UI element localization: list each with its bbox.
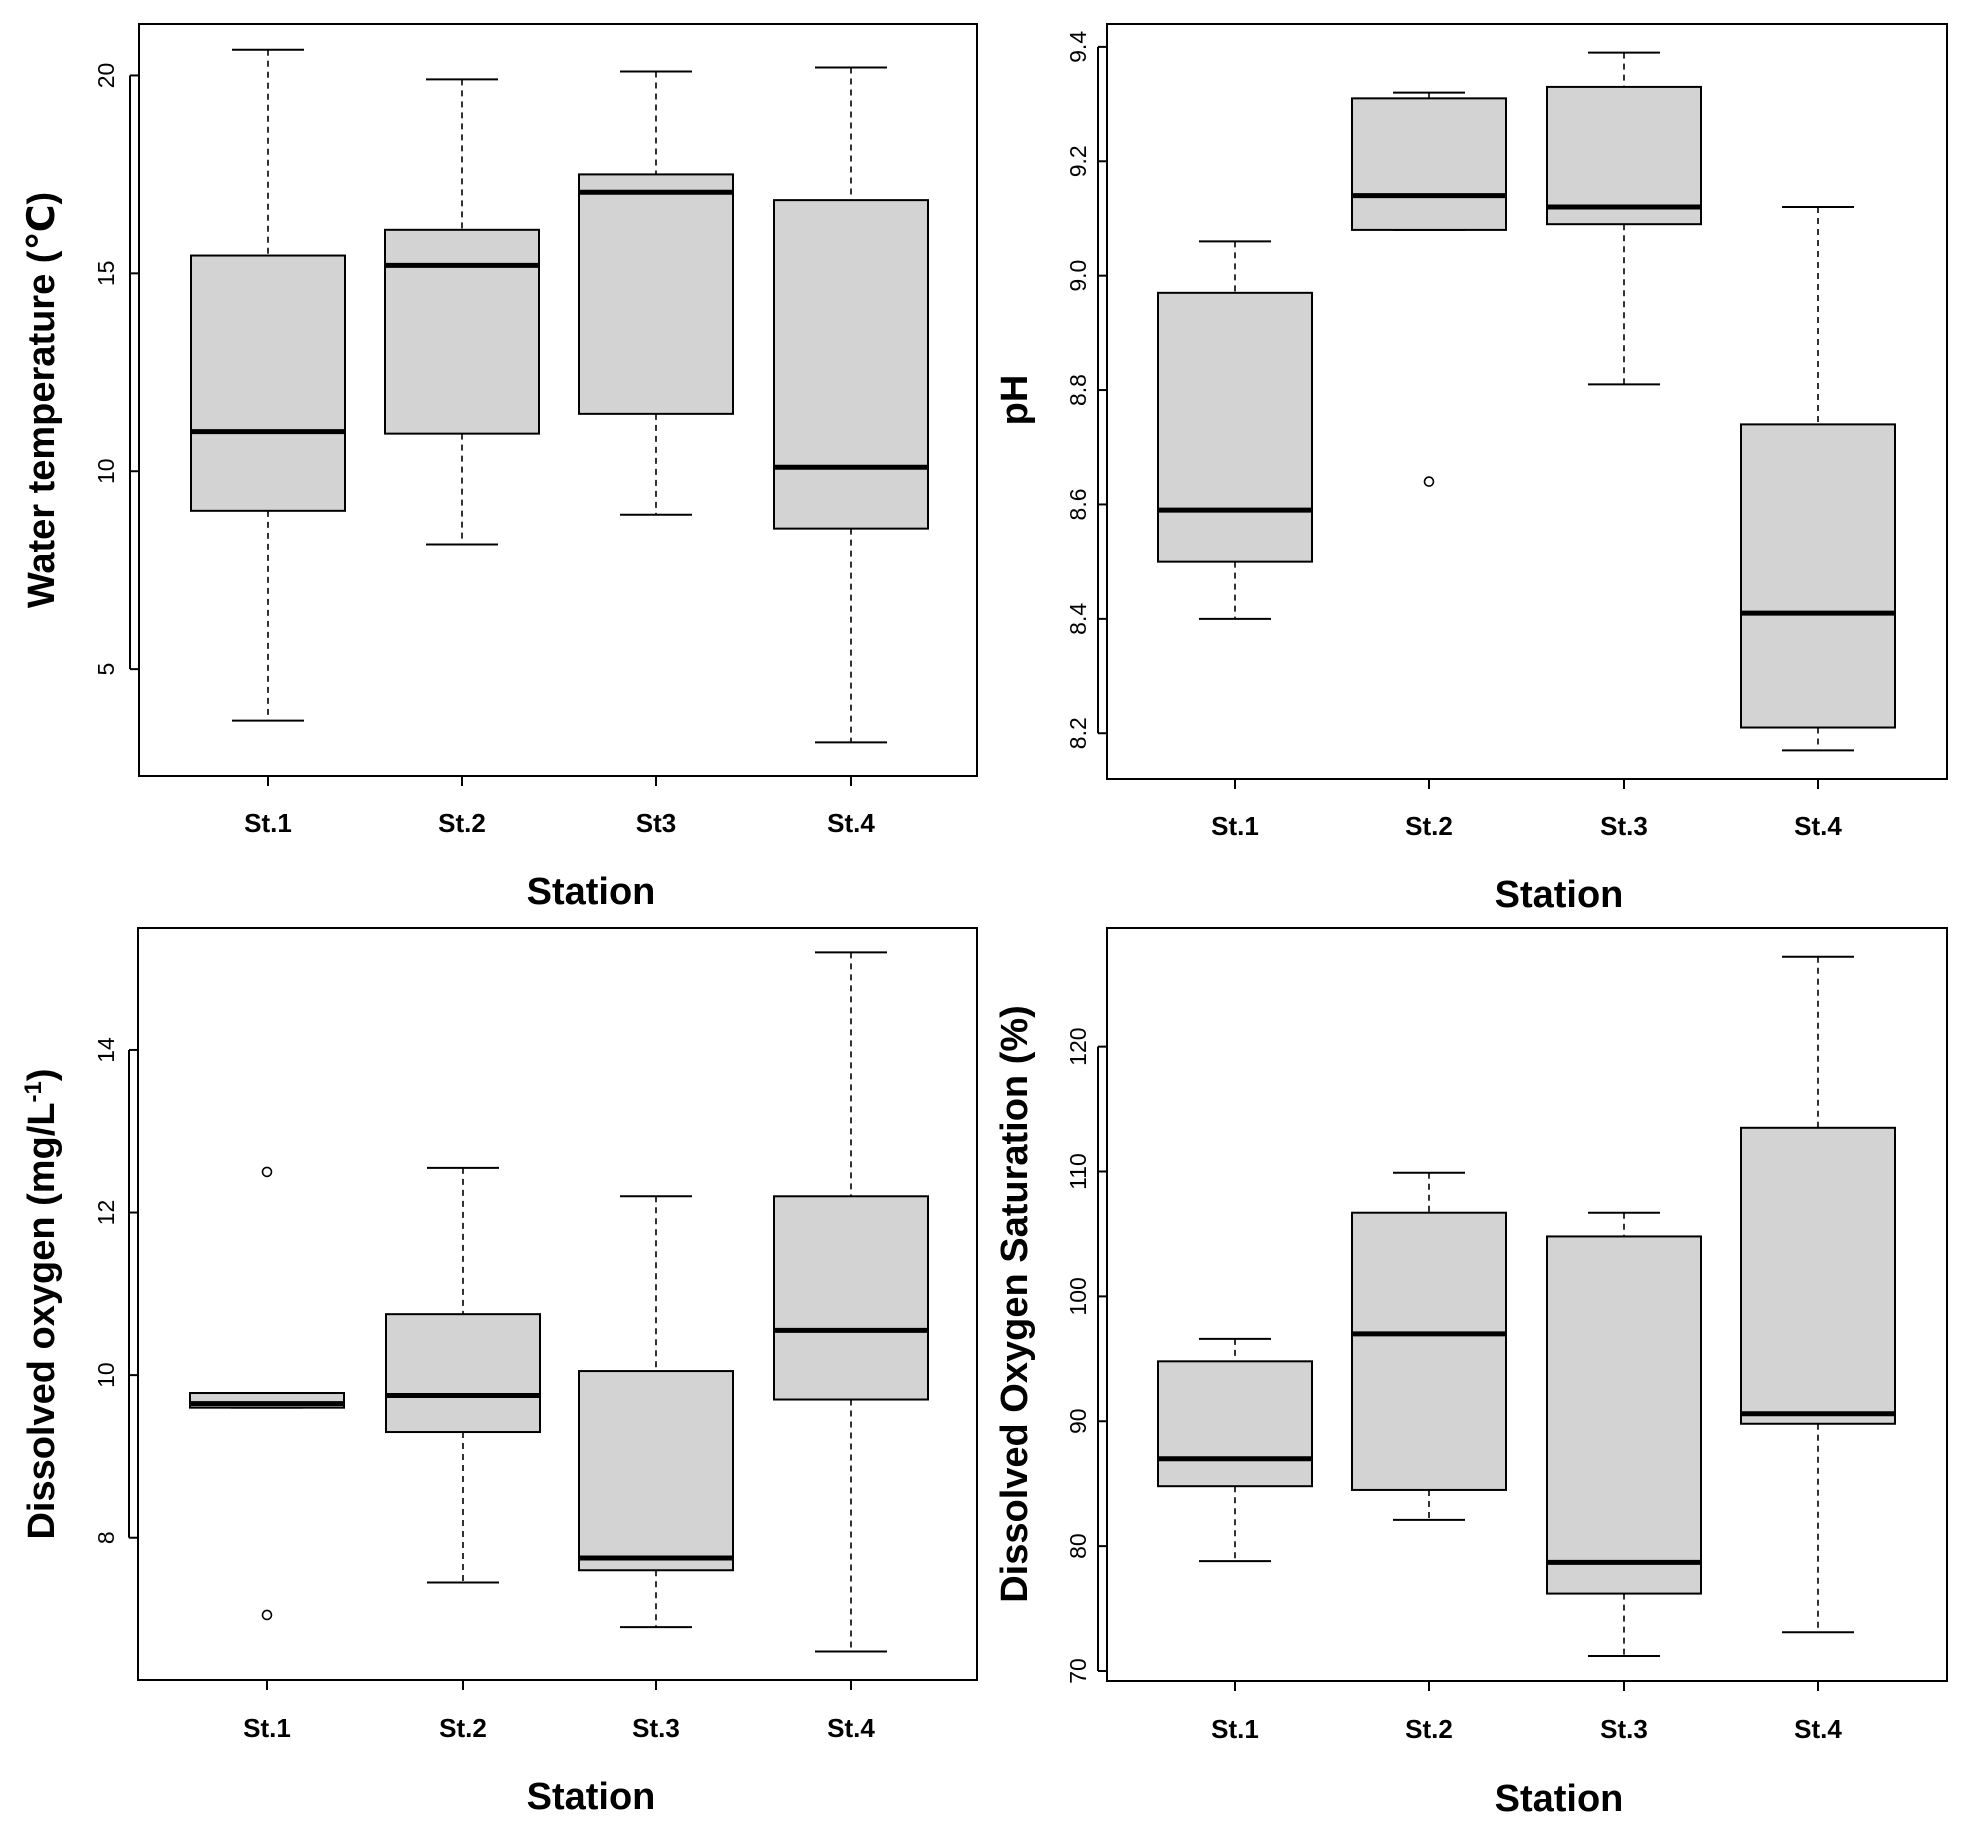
- x-category-label: St.1: [1211, 811, 1259, 841]
- box-St.1: [190, 48, 346, 722]
- y-tick-label: 80: [1065, 1533, 1091, 1559]
- x-category-label: St.1: [244, 808, 292, 838]
- y-axis: 70 80 90 100 110 120: [1065, 1027, 1107, 1684]
- x-category-label: St3: [636, 808, 676, 838]
- iqr-box: [773, 199, 929, 530]
- iqr-box: [773, 1195, 929, 1401]
- y-tick-label: 100: [1065, 1277, 1091, 1315]
- boxplot-marks: [1157, 51, 1896, 752]
- box-St.2: [385, 1166, 541, 1584]
- box-St.2: [384, 78, 540, 546]
- boxplot-marks: [189, 951, 929, 1653]
- x-category-label: St.3: [632, 1713, 680, 1743]
- iqr-box: [578, 1370, 734, 1572]
- panel-ph: 8.2 8.4 8.6 8.8 9.0 9.2 9.4 St.1 St.2 St.3 St.4 S…: [994, 23, 1948, 916]
- box-St.3: [1546, 51, 1702, 386]
- x-category-label: St.2: [438, 808, 486, 838]
- iqr-box: [1351, 97, 1507, 231]
- x-axis: St.1 St.2 St.3 St.4: [1211, 778, 1842, 841]
- y-tick-label: 8.2: [1065, 717, 1091, 749]
- iqr-box: [1546, 1235, 1702, 1595]
- box-St.4: [773, 951, 929, 1653]
- y-tick-label: 9.2: [1065, 145, 1091, 177]
- x-axis-title: Station: [527, 871, 656, 913]
- outlier-point: [261, 1609, 273, 1621]
- y-axis: 8 10 12 14: [93, 1037, 138, 1544]
- box-St.4: [773, 66, 929, 744]
- x-category-label: St.1: [243, 1713, 291, 1743]
- y-axis-title: Dissolved oxygen (mg/L-1): [20, 1068, 64, 1539]
- x-axis-title: Station: [1495, 874, 1624, 916]
- y-tick-label: 8.4: [1065, 603, 1091, 635]
- x-category-label: St.1: [1211, 1714, 1259, 1744]
- x-category-label: St.4: [827, 808, 875, 838]
- y-axis: 5 10 15 20: [93, 63, 139, 676]
- iqr-box: [190, 254, 346, 512]
- y-tick-label: 120: [1065, 1027, 1091, 1065]
- x-axis-title: Station: [527, 1776, 656, 1818]
- y-tick-label: 15: [93, 261, 119, 287]
- y-tick-label: 14: [93, 1037, 119, 1063]
- x-category-label: St.4: [1794, 811, 1842, 841]
- y-tick-label: 10: [93, 1362, 119, 1388]
- y-tick-label: 9.4: [1065, 31, 1091, 63]
- y-tick-label: 8.6: [1065, 488, 1091, 520]
- panel-dissolved-oxygen: 8 10 12 14 St.1 St.2 St.3 St.4 Station Dissolv…: [20, 927, 978, 1818]
- iqr-box: [1740, 1126, 1896, 1425]
- y-tick-label: 90: [1065, 1408, 1091, 1434]
- box-St.2: [1351, 1171, 1507, 1521]
- y-tick-label: 9.0: [1065, 260, 1091, 292]
- outlier-point: [1423, 476, 1435, 487]
- y-tick-label: 5: [93, 663, 119, 676]
- box-St.4: [1740, 955, 1896, 1634]
- y-tick-label: 8: [93, 1531, 119, 1544]
- y-axis-title: pH: [994, 375, 1036, 426]
- y-tick-label: 8.8: [1065, 374, 1091, 406]
- x-axis: St.1 St.2 St.3 St.4: [243, 1679, 875, 1743]
- box-St.3: [1546, 1211, 1702, 1658]
- x-axis-title: Station: [1495, 1778, 1624, 1820]
- iqr-box: [384, 228, 540, 435]
- x-category-label: St.2: [1405, 811, 1453, 841]
- iqr-box: [1351, 1211, 1507, 1491]
- panel-do-saturation: 70 80 90 100 110 120 St.1 St.2 St.3 St.4 Station…: [994, 927, 1948, 1820]
- x-axis: St.1 St.2 St.3 St.4: [1211, 1680, 1842, 1744]
- y-axis-title: Dissolved Oxygen Saturation (%): [994, 1005, 1036, 1603]
- outlier-point: [261, 1166, 273, 1178]
- panel-water-temperature: 5 10 15 20 St.1 St.2 St3 St.4 Station Water te…: [21, 23, 978, 913]
- y-tick-label: 110: [1065, 1153, 1091, 1190]
- x-category-label: St.2: [439, 1713, 487, 1743]
- x-category-label: St.3: [1600, 1714, 1648, 1744]
- x-axis: St.1 St.2 St3 St.4: [244, 775, 875, 838]
- iqr-box: [385, 1313, 541, 1434]
- x-category-label: St.2: [1405, 1714, 1453, 1744]
- x-category-label: St.4: [1794, 1714, 1842, 1744]
- iqr-box: [1157, 291, 1313, 563]
- boxplot-marks: [190, 48, 929, 744]
- iqr-box: [578, 173, 734, 415]
- boxplot-marks: [1157, 955, 1896, 1658]
- x-category-label: St.4: [827, 1713, 875, 1743]
- box-St.4: [1740, 206, 1896, 752]
- box-St.1: [1157, 240, 1313, 620]
- y-tick-label: 70: [1065, 1658, 1091, 1684]
- y-tick-label: 20: [93, 63, 119, 89]
- iqr-box: [1740, 423, 1896, 729]
- box-St.1: [1157, 1337, 1313, 1563]
- iqr-box: [1546, 85, 1702, 226]
- box-St3: [578, 70, 734, 516]
- iqr-box: [1157, 1360, 1313, 1488]
- box-St.2: [1351, 91, 1507, 487]
- y-tick-label: 10: [93, 458, 119, 484]
- box-St.1: [189, 1166, 345, 1621]
- y-axis: 8.2 8.4 8.6 8.8 9.0 9.2 9.4: [1065, 31, 1107, 749]
- y-axis-title: Water temperature (℃): [21, 192, 63, 608]
- y-tick-label: 12: [93, 1200, 119, 1226]
- box-St.3: [578, 1195, 734, 1629]
- x-category-label: St.3: [1600, 811, 1648, 841]
